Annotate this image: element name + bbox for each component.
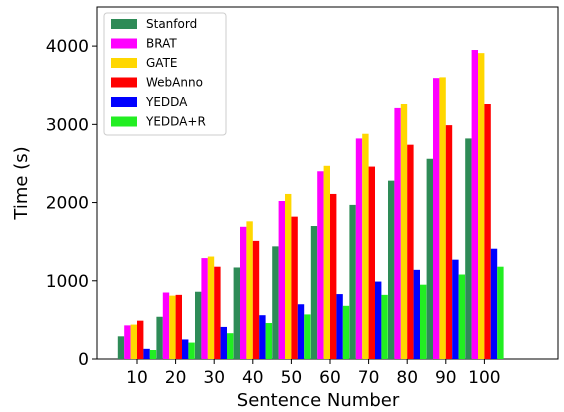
legend-swatch-webanno (111, 77, 137, 88)
bar-gate-90 (439, 77, 446, 360)
legend-label: YEDDA+R (145, 115, 206, 129)
legend-label: YEDDA (145, 95, 188, 109)
bar-gate-40 (246, 221, 253, 359)
bar-yedda-r-70 (381, 294, 388, 359)
bar-webanno-10 (137, 320, 144, 359)
bar-stanford-60 (310, 226, 318, 359)
y-tick-label: 4000 (46, 37, 89, 57)
bar-webanno-40 (252, 240, 260, 359)
bar-webanno-20 (175, 294, 182, 359)
bar-yedda-40 (259, 315, 266, 359)
bar-brat-90 (433, 78, 440, 360)
y-tick-label: 2000 (46, 194, 89, 214)
bar-gate-20 (169, 295, 176, 359)
y-tick-label: 1000 (46, 272, 89, 292)
y-axis-title: Time (s) (11, 146, 32, 220)
bar-yedda-r-100 (497, 266, 504, 359)
bar-brat-40 (240, 226, 247, 359)
legend-label: BRAT (146, 37, 177, 51)
bar-yedda-80 (413, 269, 420, 359)
legend-label: Stanford (146, 17, 197, 31)
x-tick-label: 80 (396, 368, 418, 388)
legend-swatch-yedda-r (111, 116, 137, 127)
bar-stanford-40 (233, 267, 240, 359)
bar-brat-10 (124, 325, 131, 359)
bar-brat-100 (471, 50, 478, 360)
bar-yedda-10 (143, 348, 150, 359)
x-axis: 10 20 30 40 50 60 70 80 90 100 (126, 359, 501, 388)
bar-gate-10 (130, 324, 137, 359)
legend-swatch-stanford (111, 19, 137, 29)
bar-gate-100 (478, 53, 485, 360)
x-tick-label: 100 (468, 368, 500, 388)
legend-label: WebAnno (146, 76, 203, 90)
bar-yedda-30 (220, 326, 227, 359)
x-axis-title: Sentence Number (237, 390, 400, 411)
x-tick-label: 30 (203, 368, 225, 388)
bar-stanford-50 (272, 246, 279, 359)
bar-yedda-50 (297, 304, 305, 359)
x-tick-label: 90 (435, 368, 457, 388)
legend-swatch-gate (111, 58, 137, 68)
bar-stanford-80 (388, 180, 395, 359)
bar-yedda-60 (336, 294, 343, 359)
bar-yedda-r-90 (458, 274, 465, 359)
x-tick-label: 50 (281, 368, 303, 388)
bar-yedda-r-20 (188, 342, 195, 359)
bar-yedda-r-50 (304, 314, 311, 359)
x-tick-label: 20 (165, 368, 187, 388)
bar-yedda-100 (490, 248, 498, 359)
x-tick-label: 40 (242, 368, 264, 388)
bar-gate-50 (285, 193, 292, 359)
bar-yedda-r-30 (227, 333, 234, 359)
bar-webanno-30 (214, 266, 221, 359)
bar-gate-30 (207, 256, 215, 359)
legend-swatch-yedda (111, 97, 137, 107)
bar-brat-30 (201, 258, 208, 359)
bar-stanford-100 (465, 138, 472, 359)
x-tick-label: 10 (126, 368, 148, 388)
legend-swatch-brat (111, 38, 137, 49)
bar-yedda-r-80 (420, 284, 427, 359)
legend-label: GATE (146, 56, 178, 70)
bar-stanford-10 (117, 336, 125, 359)
bar-webanno-100 (484, 104, 491, 359)
bar-webanno-70 (368, 166, 375, 359)
bar-brat-60 (317, 171, 324, 359)
bar-gate-60 (323, 165, 330, 359)
bar-brat-20 (162, 292, 170, 359)
y-tick-label: 0 (78, 350, 89, 370)
bar-yedda-90 (452, 259, 459, 359)
bar-webanno-90 (445, 125, 453, 360)
bar-stanford-70 (349, 204, 356, 359)
legend: Stanford BRAT GATE WebAnno YEDDA YEDDA+R (103, 12, 227, 136)
bar-webanno-60 (330, 193, 337, 359)
bar-stanford-90 (426, 158, 433, 359)
bar-yedda-r-60 (342, 305, 350, 359)
bar-brat-50 (278, 200, 285, 359)
y-tick-label: 3000 (46, 115, 89, 135)
bars-group (117, 50, 504, 360)
bar-yedda-r-40 (265, 323, 272, 359)
bar-brat-70 (355, 138, 363, 359)
bar-gate-80 (400, 104, 408, 359)
bar-webanno-80 (407, 144, 414, 359)
bar-yedda-70 (375, 281, 382, 359)
bar-yedda-r-10 (149, 350, 157, 359)
bar-yedda-20 (182, 339, 189, 359)
bar-stanford-20 (156, 316, 163, 359)
x-tick-label: 70 (358, 368, 380, 388)
x-tick-label: 60 (319, 368, 341, 388)
bar-gate-70 (362, 133, 369, 359)
bar-webanno-50 (291, 216, 298, 359)
bar-stanford-30 (195, 291, 202, 359)
bar-brat-80 (394, 107, 401, 359)
y-axis: 0 1000 2000 3000 4000 (46, 37, 97, 370)
